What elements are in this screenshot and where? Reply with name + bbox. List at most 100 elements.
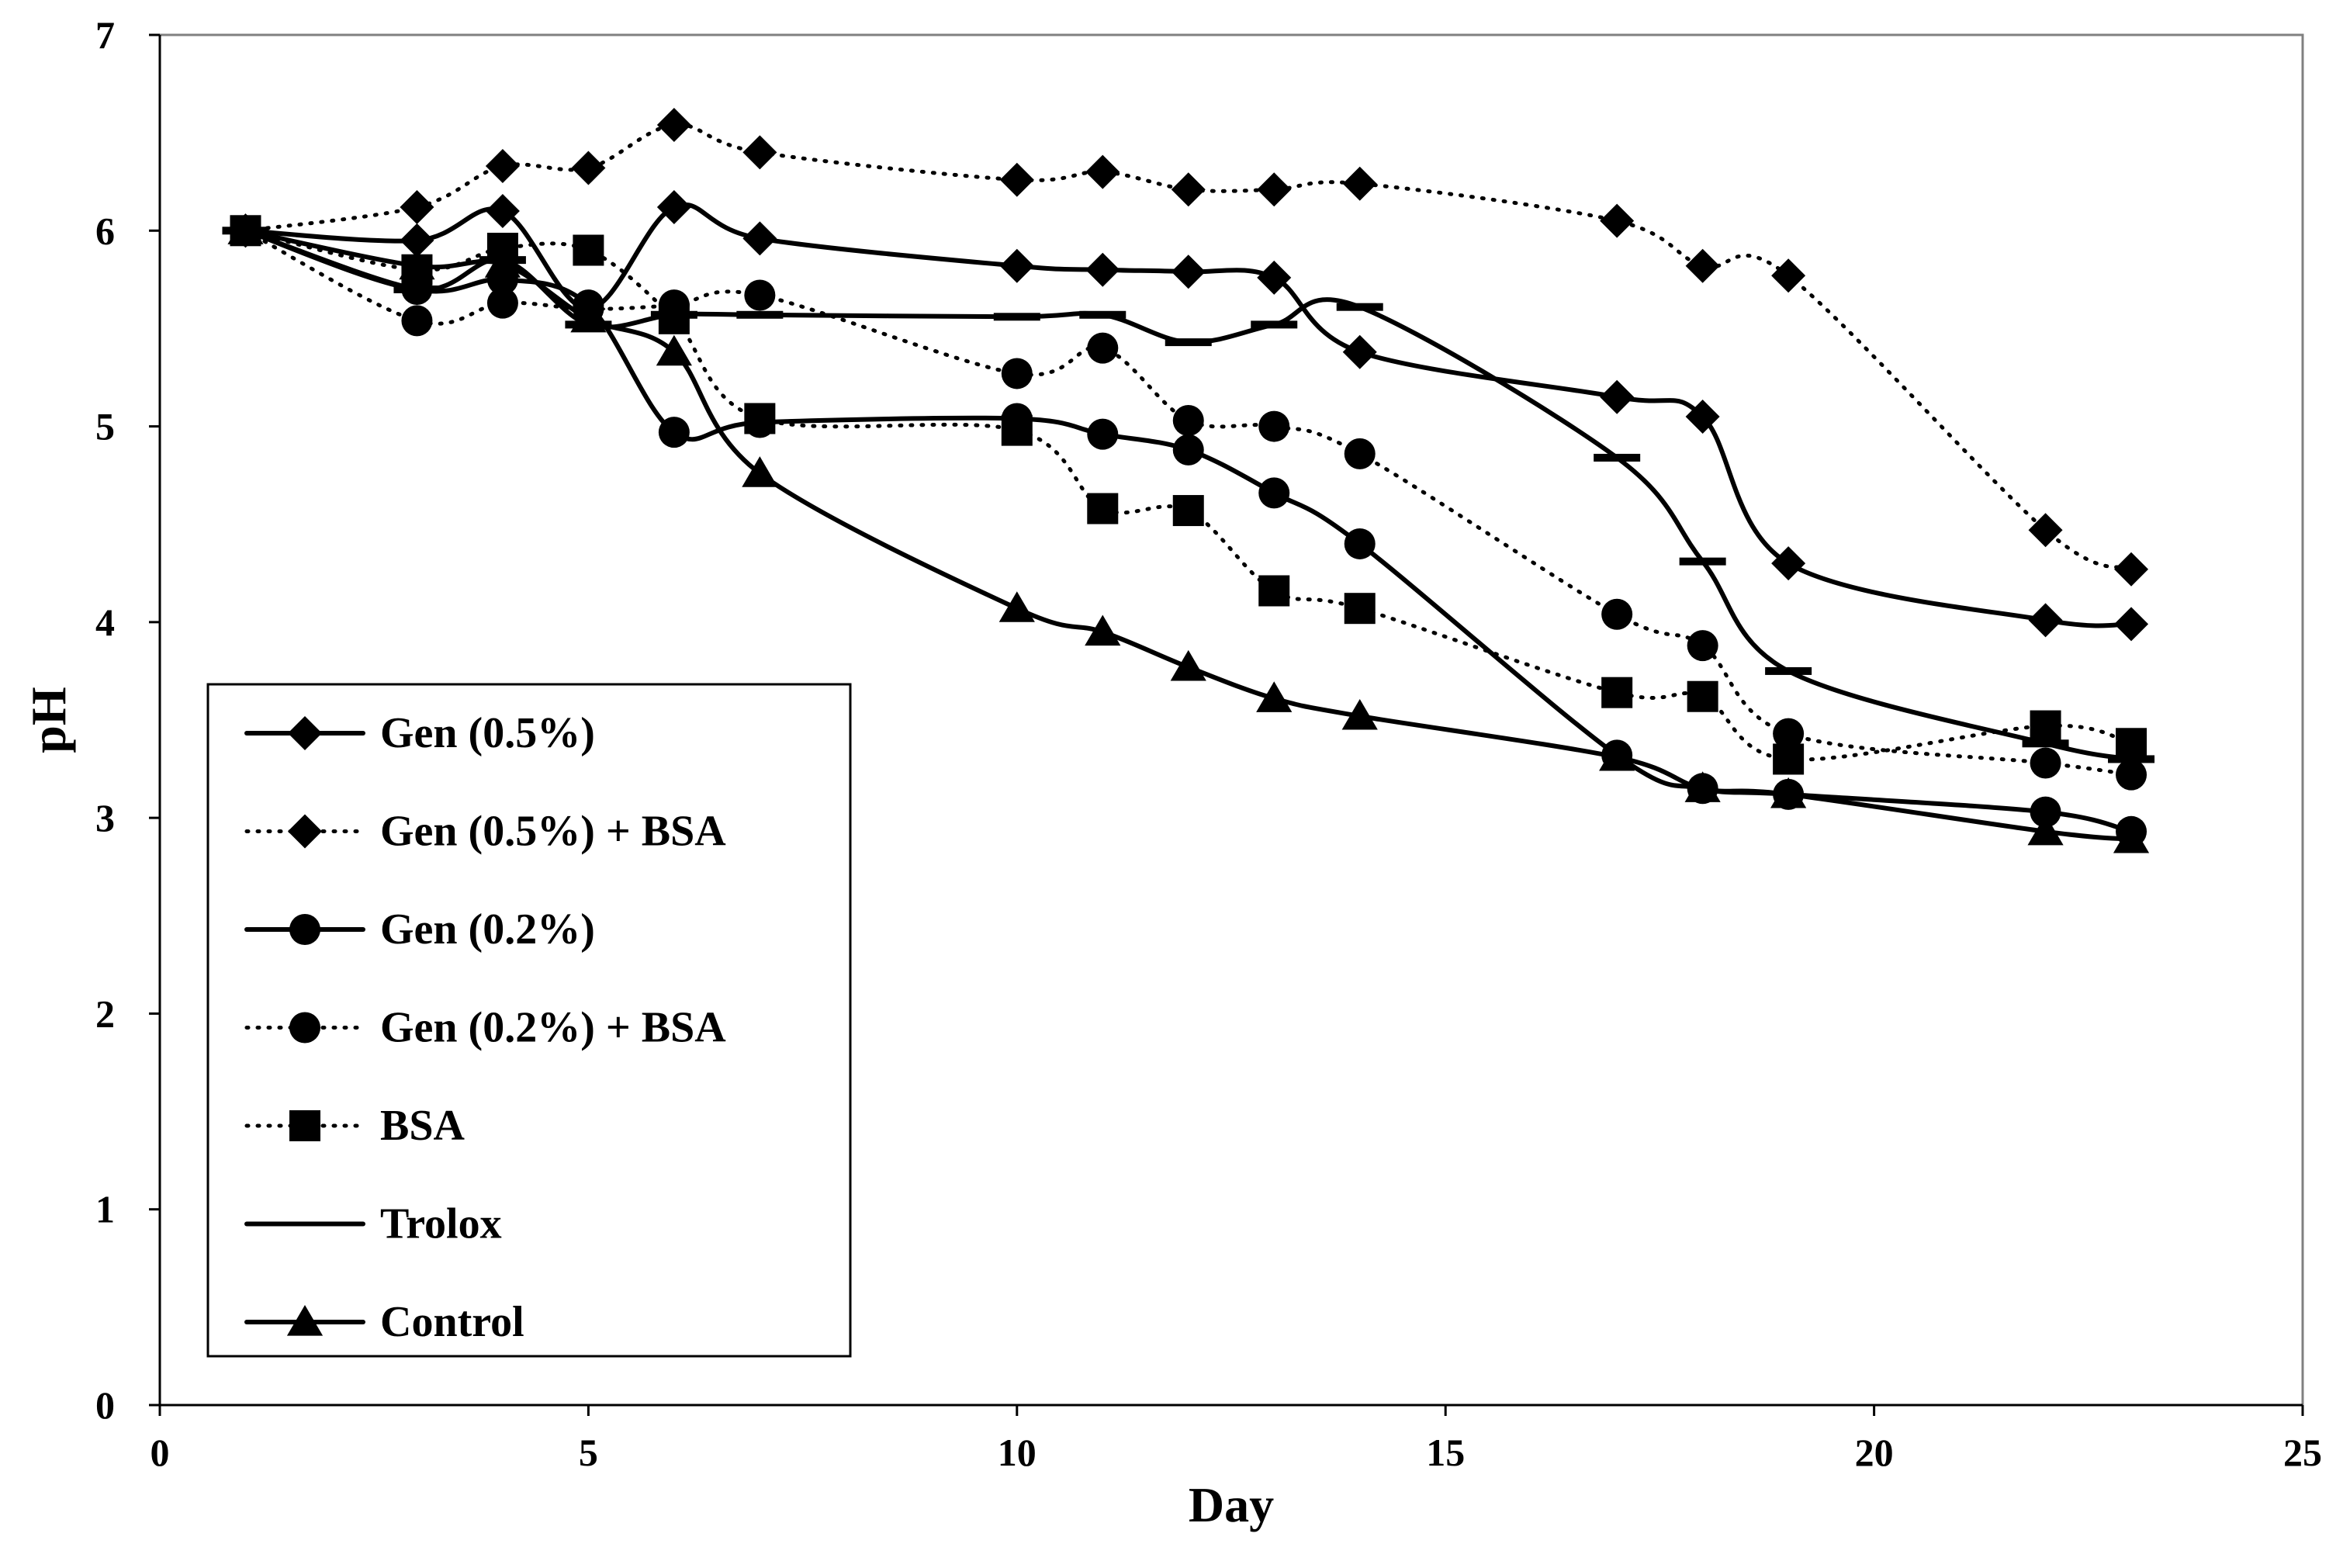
data-point-bsa: [1601, 677, 1633, 708]
data-point-gen-0-5-bsa: [656, 108, 691, 143]
data-point-gen-0-5: [1257, 260, 1292, 295]
data-point-trolox: [1079, 310, 1127, 319]
data-point-bsa: [1001, 414, 1033, 446]
data-point-trolox: [1679, 557, 1726, 566]
data-point-gen-0-2-bsa: [1601, 598, 1633, 630]
data-point-gen-0-5-bsa: [1085, 154, 1120, 189]
legend-label-gen-0-5-bsa: Gen (0.5%) + BSA: [380, 808, 726, 856]
data-point-bsa: [1258, 575, 1290, 607]
data-point-gen-0-5: [2028, 603, 2063, 638]
data-point-gen-0-5-bsa: [1257, 172, 1292, 207]
x-tick-label: 20: [1855, 1431, 1894, 1474]
axes: 0 5 10 15 20 25 0 1 2 3 4 5 6 7 Day pH: [21, 13, 2322, 1532]
x-tick-label: 10: [998, 1431, 1037, 1474]
data-point-gen-0-5: [1771, 546, 1806, 581]
data-point-gen-0-2-bsa: [1687, 630, 1718, 662]
data-point-gen-0-5-bsa: [1171, 172, 1206, 207]
x-tick-label: 25: [2283, 1431, 2322, 1474]
data-point-control: [570, 301, 607, 333]
data-point-gen-0-2-bsa: [1172, 405, 1204, 437]
data-point-gen-0-5-bsa: [2028, 513, 2063, 548]
data-point-gen-0-2-bsa: [744, 279, 776, 311]
legend-marker-bsa: [289, 1110, 320, 1141]
data-point-gen-0-5-bsa: [1685, 248, 1720, 283]
data-point-bsa: [744, 403, 776, 434]
data-point-control: [1256, 681, 1293, 712]
data-point-bsa: [1687, 680, 1718, 712]
data-point-gen-0-5: [1085, 252, 1120, 287]
data-point-bsa: [1344, 593, 1376, 625]
legend-label-gen-0-2-bsa: Gen (0.2%) + BSA: [380, 1004, 726, 1052]
data-point-gen-0-5-bsa: [571, 151, 606, 185]
data-point-gen-0-5: [1600, 379, 1635, 414]
data-point-gen-0-2-bsa: [1087, 332, 1119, 364]
data-point-control: [399, 248, 435, 280]
data-point-gen-0-5: [485, 194, 520, 229]
data-point-gen-0-5-bsa: [485, 149, 520, 184]
data-point-trolox: [650, 310, 697, 319]
data-point-trolox: [2108, 755, 2155, 763]
data-point-gen-0-2: [658, 417, 690, 448]
data-point-gen-0-5: [656, 190, 691, 225]
legend: Gen (0.5%) Gen (0.5%) + BSA Gen (0.2%) Gen …: [206, 683, 852, 1358]
data-point-gen-0-5: [1171, 254, 1206, 289]
legend-marker-control: [286, 1305, 324, 1336]
data-point-trolox: [1165, 338, 1212, 347]
y-tick-label: 4: [95, 601, 115, 644]
series-line-control: [243, 228, 2134, 842]
data-point-control: [1341, 698, 1378, 730]
data-point-gen-0-5-bsa: [999, 162, 1034, 197]
data-point-gen-0-2: [1258, 477, 1290, 509]
data-point-trolox: [2022, 739, 2069, 748]
x-tick-label: 5: [579, 1431, 598, 1474]
legend-label-bsa: BSA: [380, 1102, 465, 1150]
data-point-control: [484, 247, 521, 278]
data-point-trolox: [1765, 666, 1812, 675]
data-point-gen-0-2-bsa: [2030, 747, 2061, 779]
data-point-control: [2027, 814, 2064, 846]
data-point-gen-0-2-bsa: [401, 305, 433, 337]
data-point-gen-0-5-bsa: [400, 190, 434, 225]
data-point-bsa: [1087, 493, 1119, 524]
data-point-gen-0-2-bsa: [1258, 410, 1290, 442]
y-tick-label: 6: [95, 209, 115, 252]
data-point-gen-0-2-bsa: [1344, 438, 1376, 469]
x-axis-title: Day: [1189, 1477, 1274, 1532]
data-point-gen-0-2: [1344, 528, 1376, 559]
data-point-control: [1684, 771, 1721, 802]
data-point-control: [1599, 739, 1635, 771]
data-point-gen-0-5-bsa: [1771, 258, 1806, 293]
data-point-bsa: [1773, 743, 1805, 775]
y-tick-label: 2: [95, 992, 115, 1035]
x-tick-label: 15: [1426, 1431, 1465, 1474]
legend-label-trolox: Trolox: [380, 1200, 502, 1248]
data-point-gen-0-2-bsa: [2116, 759, 2147, 791]
legend-marker-gen-0-5: [288, 716, 322, 750]
y-tick-label: 0: [95, 1383, 115, 1427]
y-tick-label: 3: [95, 796, 115, 839]
data-point-gen-0-2-bsa: [1773, 718, 1805, 749]
data-point-bsa: [658, 303, 690, 334]
data-point-control: [1170, 649, 1206, 681]
data-point-control: [656, 334, 692, 366]
data-point-gen-0-2-bsa: [486, 287, 518, 319]
data-point-trolox: [393, 285, 441, 293]
data-point-gen-0-5: [400, 223, 434, 258]
legend-marker-gen-0-2: [289, 914, 320, 945]
data-point-control: [1085, 614, 1121, 646]
data-point-gen-0-5-bsa: [742, 135, 777, 170]
data-point-gen-0-2: [2030, 796, 2061, 828]
data-point-bsa: [1172, 495, 1204, 527]
y-axis-title: pH: [21, 687, 76, 753]
data-point-trolox: [1251, 320, 1298, 329]
data-point-gen-0-5: [1342, 334, 1377, 369]
data-point-gen-0-2: [1087, 418, 1119, 450]
data-point-control: [742, 456, 778, 487]
data-point-gen-0-5: [1685, 399, 1720, 434]
data-point-bsa: [2116, 728, 2147, 760]
data-point-control: [227, 213, 264, 244]
data-point-trolox: [1336, 303, 1383, 311]
data-point-trolox: [1594, 453, 1641, 462]
